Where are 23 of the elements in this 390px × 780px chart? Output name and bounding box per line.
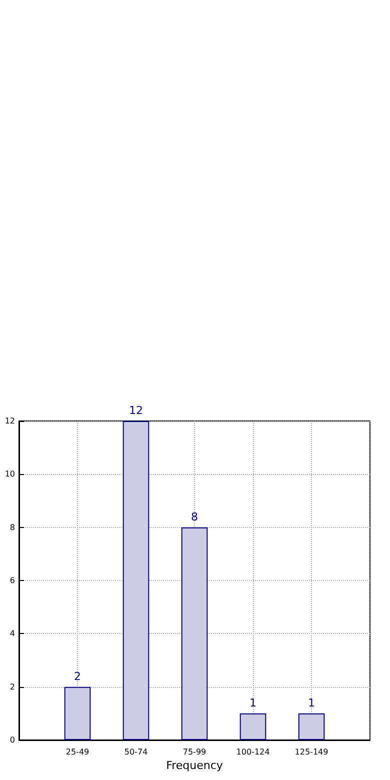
y-tick-label: 8 <box>10 522 15 532</box>
y-tick-label: 12 <box>4 416 15 426</box>
y-tick-label: 0 <box>10 736 15 744</box>
data-label: 8 <box>191 510 198 524</box>
y-tick-label: 6 <box>10 576 15 585</box>
x-axis-title: Frequency <box>166 759 224 772</box>
bar <box>122 421 150 740</box>
bar <box>181 527 208 740</box>
bar <box>240 713 266 740</box>
x-tick-label: 25-49 <box>66 748 90 756</box>
data-label: 2 <box>74 670 81 683</box>
y-tick-label: 10 <box>4 470 15 479</box>
bar <box>298 713 325 740</box>
data-label: 1 <box>250 696 256 710</box>
y-tick-label: 4 <box>10 629 15 638</box>
bar <box>64 686 91 740</box>
data-label: 1 <box>308 696 315 710</box>
x-tick-label: 100-124 <box>236 748 270 756</box>
x-tick-label: 125-149 <box>294 748 328 756</box>
x-tick-label: 50-74 <box>124 748 148 756</box>
data-label: 12 <box>129 404 143 417</box>
x-tick-label: 75-99 <box>182 748 206 756</box>
y-tick-label: 2 <box>10 682 15 692</box>
